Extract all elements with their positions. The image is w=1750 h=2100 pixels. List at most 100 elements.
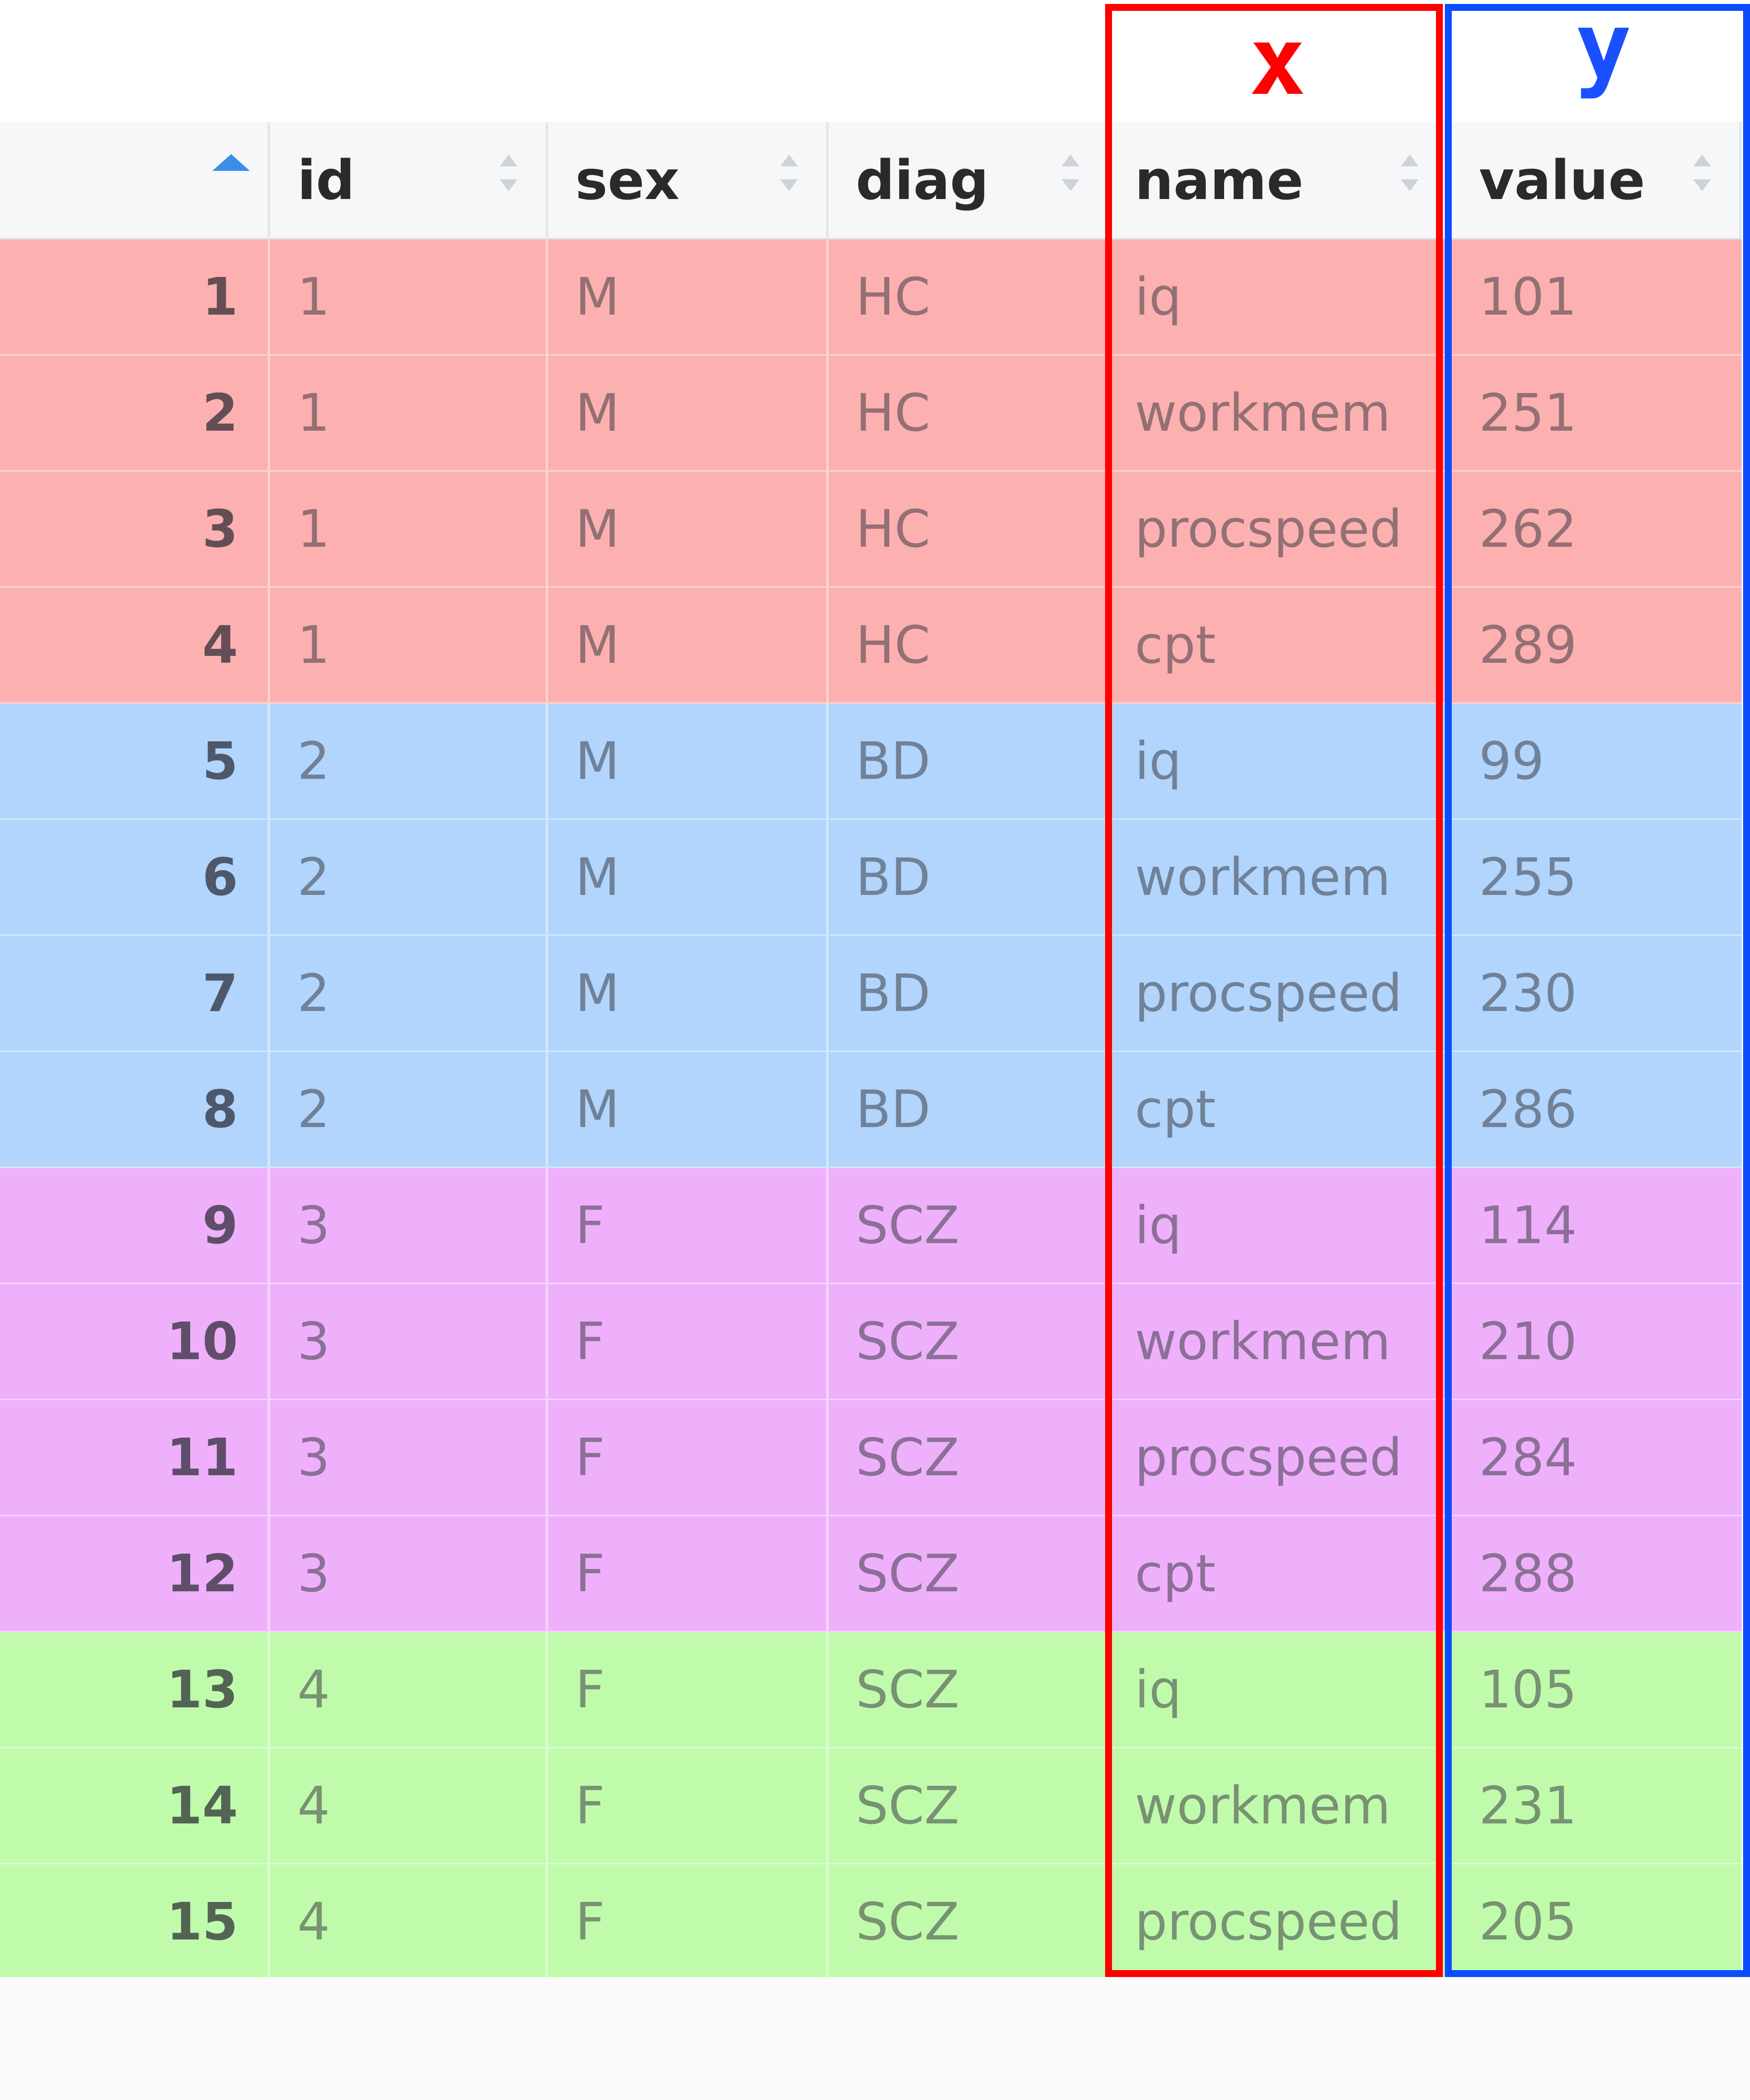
cell-sex: F [548,1400,829,1515]
row-number: 11 [0,1400,270,1515]
column-header-label: id [297,148,355,212]
cell-id: 4 [270,1748,548,1863]
cell-name: procspeed [1110,1400,1449,1515]
cell-diag: SCZ [829,1516,1110,1631]
cell-name: procspeed [1110,472,1449,586]
sort-arrows-icon[interactable] [774,146,804,200]
cell-diag: BD [829,936,1110,1050]
cell-sex: M [548,588,829,702]
cell-id: 4 [270,1632,548,1747]
column-header-value[interactable]: value [1449,122,1742,238]
cell-sex: M [548,472,829,586]
cell-id: 1 [270,356,548,470]
cell-id: 3 [270,1516,548,1631]
column-header-diag[interactable]: diag [829,122,1110,238]
cell-sex: F [548,1284,829,1399]
cell-diag: HC [829,588,1110,702]
empty-area-below-table [0,1977,1750,2100]
cell-value: 284 [1479,1427,1577,1488]
row-number: 15 [0,1864,270,1979]
cell-sex: F [548,1516,829,1631]
row-index-header[interactable] [0,122,270,238]
cell-diag: SCZ [829,1168,1110,1283]
cell-sex: M [548,704,829,818]
cell-diag: BD [829,1052,1110,1167]
cell-name: procspeed [1110,1864,1449,1979]
cell-sex: F [548,1632,829,1747]
cell-value: 288 [1479,1543,1577,1604]
column-header-sex[interactable]: sex [548,122,829,238]
row-number: 14 [0,1748,270,1863]
cell-value: 289 [1479,615,1577,675]
cell-diag: SCZ [829,1284,1110,1399]
row-number: 5 [0,704,270,818]
cell-diag: HC [829,472,1110,586]
cell-id: 4 [270,1864,548,1979]
cell-name: workmem [1110,1748,1449,1863]
cell-name: workmem [1110,820,1449,934]
cell-diag: BD [829,704,1110,818]
cell-diag: HC [829,356,1110,470]
cell-sex: F [548,1748,829,1863]
cell-id: 2 [270,704,548,818]
cell-diag: SCZ [829,1864,1110,1979]
row-number: 2 [0,356,270,470]
cell-name: procspeed [1110,936,1449,1050]
cell-name: workmem [1110,1284,1449,1399]
row-number: 3 [0,472,270,586]
row-number: 9 [0,1168,270,1283]
sort-ascending-icon [212,154,250,171]
cell-sex: F [548,1168,829,1283]
cell-value: 230 [1479,963,1577,1023]
sort-arrows-icon[interactable] [1395,146,1425,200]
row-number: 4 [0,588,270,702]
cell-value: 101 [1479,267,1577,327]
y-column-highlight-box [1445,4,1750,1977]
cell-value: 99 [1479,731,1545,791]
cell-value: 255 [1479,847,1577,907]
cell-id: 3 [270,1400,548,1515]
cell-value: 210 [1479,1311,1577,1372]
cell-id: 2 [270,1052,548,1167]
row-number: 13 [0,1632,270,1747]
cell-sex: F [548,1864,829,1979]
row-number: 8 [0,1052,270,1167]
cell-value: 231 [1479,1776,1577,1836]
row-number: 10 [0,1284,270,1399]
sort-arrows-icon[interactable] [1056,146,1085,200]
column-header-id[interactable]: id [270,122,548,238]
cell-id: 2 [270,936,548,1050]
cell-name: cpt [1110,1052,1449,1167]
sort-arrows-icon[interactable] [1687,146,1717,200]
cell-sex: M [548,356,829,470]
column-header-label: diag [856,148,989,212]
cell-value: 286 [1479,1079,1577,1139]
cell-diag: SCZ [829,1748,1110,1863]
column-header-label: sex [575,148,680,212]
cell-sex: M [548,240,829,354]
cell-sex: M [548,1052,829,1167]
cell-value: 105 [1479,1659,1577,1720]
cell-id: 3 [270,1168,548,1283]
cell-diag: SCZ [829,1632,1110,1747]
cell-diag: HC [829,240,1110,354]
y-annotation-label: y [1575,0,1632,101]
cell-value: 262 [1479,499,1577,559]
cell-id: 2 [270,820,548,934]
cell-id: 1 [270,240,548,354]
x-column-highlight-box [1105,4,1443,1977]
cell-id: 3 [270,1284,548,1399]
x-annotation-label: x [1249,7,1306,116]
cell-value: 205 [1479,1892,1577,1952]
cell-diag: SCZ [829,1400,1110,1515]
cell-value: 251 [1479,383,1577,443]
cell-id: 1 [270,588,548,702]
row-number: 12 [0,1516,270,1631]
cell-diag: BD [829,820,1110,934]
cell-sex: M [548,820,829,934]
sort-arrows-icon[interactable] [494,146,523,200]
column-header-label: value [1479,148,1645,212]
row-number: 1 [0,240,270,354]
cell-id: 1 [270,472,548,586]
column-header-label: name [1135,148,1304,212]
